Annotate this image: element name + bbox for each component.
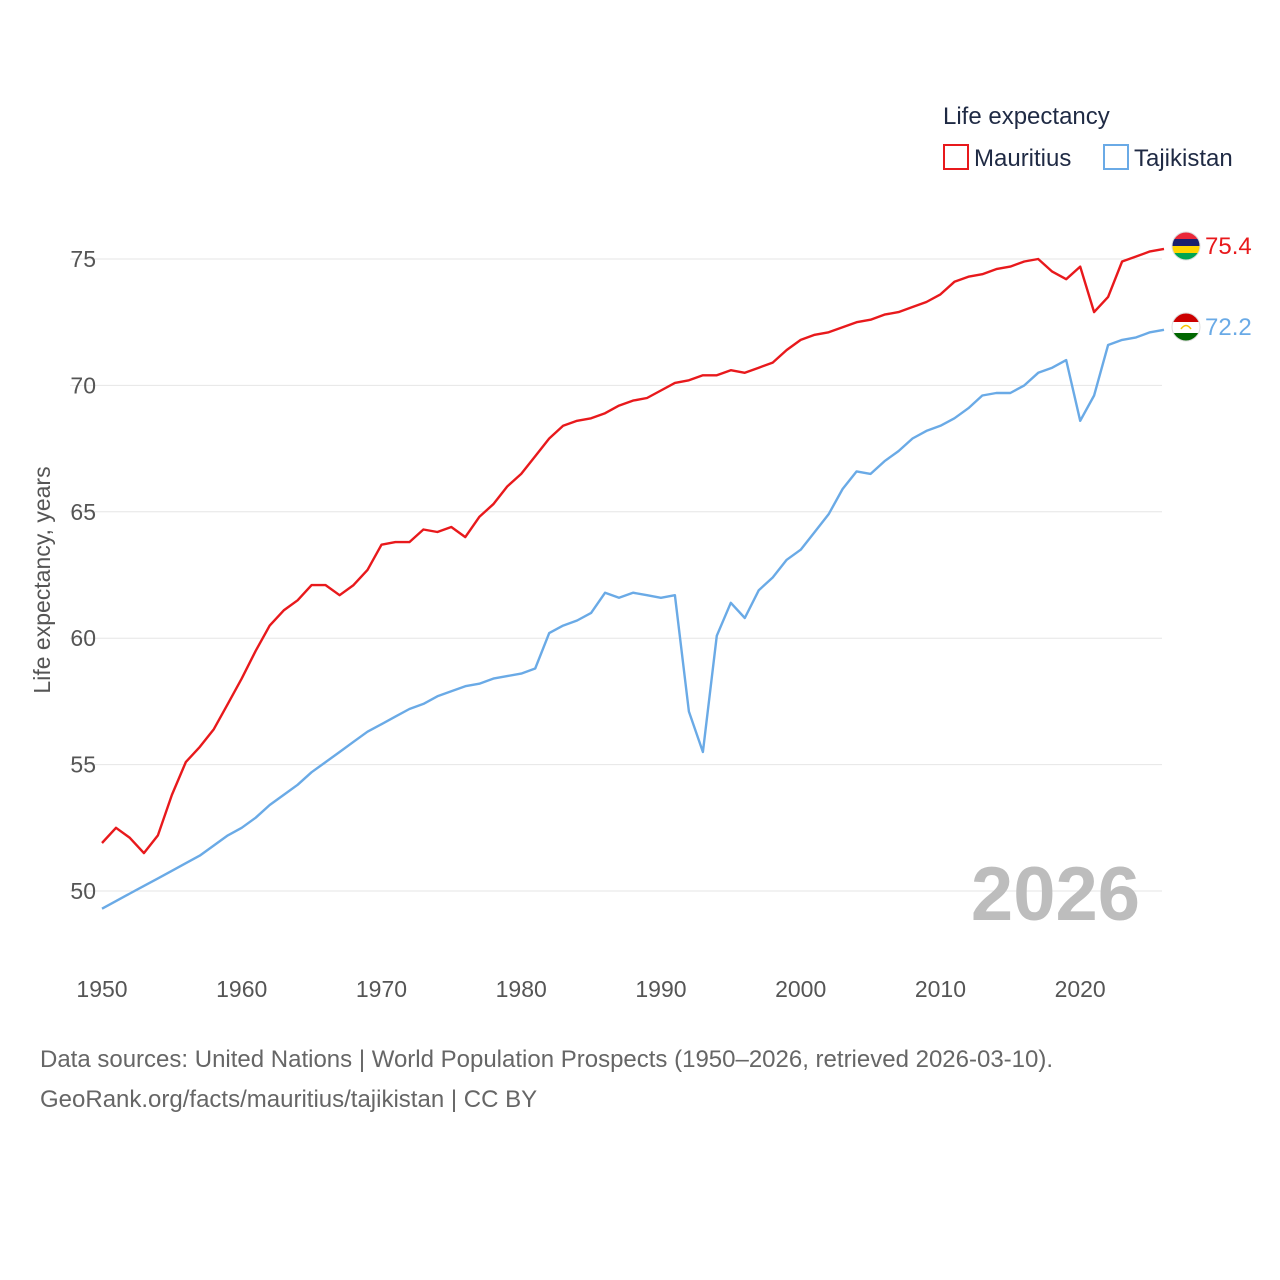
legend-label-tajikistan: Tajikistan xyxy=(1134,145,1233,172)
footer: Data sources: United Nations | World Pop… xyxy=(40,1040,1240,1120)
x-tick-label-2000: 2000 xyxy=(775,976,826,1002)
x-tick-label-1950: 1950 xyxy=(76,976,127,1002)
year-watermark: 2026 xyxy=(971,852,1140,937)
legend-title: Life expectancy xyxy=(943,103,1110,130)
series-lines xyxy=(101,247,1165,910)
grid-lines xyxy=(70,258,1162,892)
legend-label-mauritius: Mauritius xyxy=(974,145,1071,172)
y-tick-label-70: 70 xyxy=(70,372,96,398)
x-tick-label-1960: 1960 xyxy=(216,976,267,1002)
x-tick-label-1970: 1970 xyxy=(356,976,407,1002)
end-value-mauritius: 75.4 xyxy=(1205,233,1252,260)
x-axis: 1950 1960 1970 1980 1990 2000 2010 2020 xyxy=(76,976,1105,1002)
y-tick-label-65: 65 xyxy=(70,499,96,525)
end-value-tajikistan: 72.2 xyxy=(1205,314,1252,341)
y-tick-label-50: 50 xyxy=(70,878,96,904)
tajikistan-flag-icon xyxy=(1172,313,1200,341)
y-tick-label-75: 75 xyxy=(70,246,96,272)
y-axis: 50 55 60 65 70 75 xyxy=(70,246,96,904)
series-line-mauritius xyxy=(101,247,1165,855)
data-sources-text: Data sources: United Nations | World Pop… xyxy=(40,1046,1054,1073)
x-tick-label-2020: 2020 xyxy=(1055,976,1106,1002)
y-axis-title: Life expectancy, years xyxy=(29,466,55,693)
mauritius-flag-icon xyxy=(1172,232,1200,260)
x-tick-label-1990: 1990 xyxy=(635,976,686,1002)
y-tick-label-60: 60 xyxy=(70,625,96,651)
y-tick-label-55: 55 xyxy=(70,752,96,778)
source-url-text: GeoRank.org/facts/mauritius/tajikistan |… xyxy=(40,1086,538,1113)
legend-swatch-tajikistan xyxy=(1103,144,1129,170)
x-tick-label-1980: 1980 xyxy=(496,976,547,1002)
x-tick-label-2010: 2010 xyxy=(915,976,966,1002)
legend-swatch-mauritius xyxy=(943,144,969,170)
series-line-tajikistan xyxy=(101,328,1165,910)
